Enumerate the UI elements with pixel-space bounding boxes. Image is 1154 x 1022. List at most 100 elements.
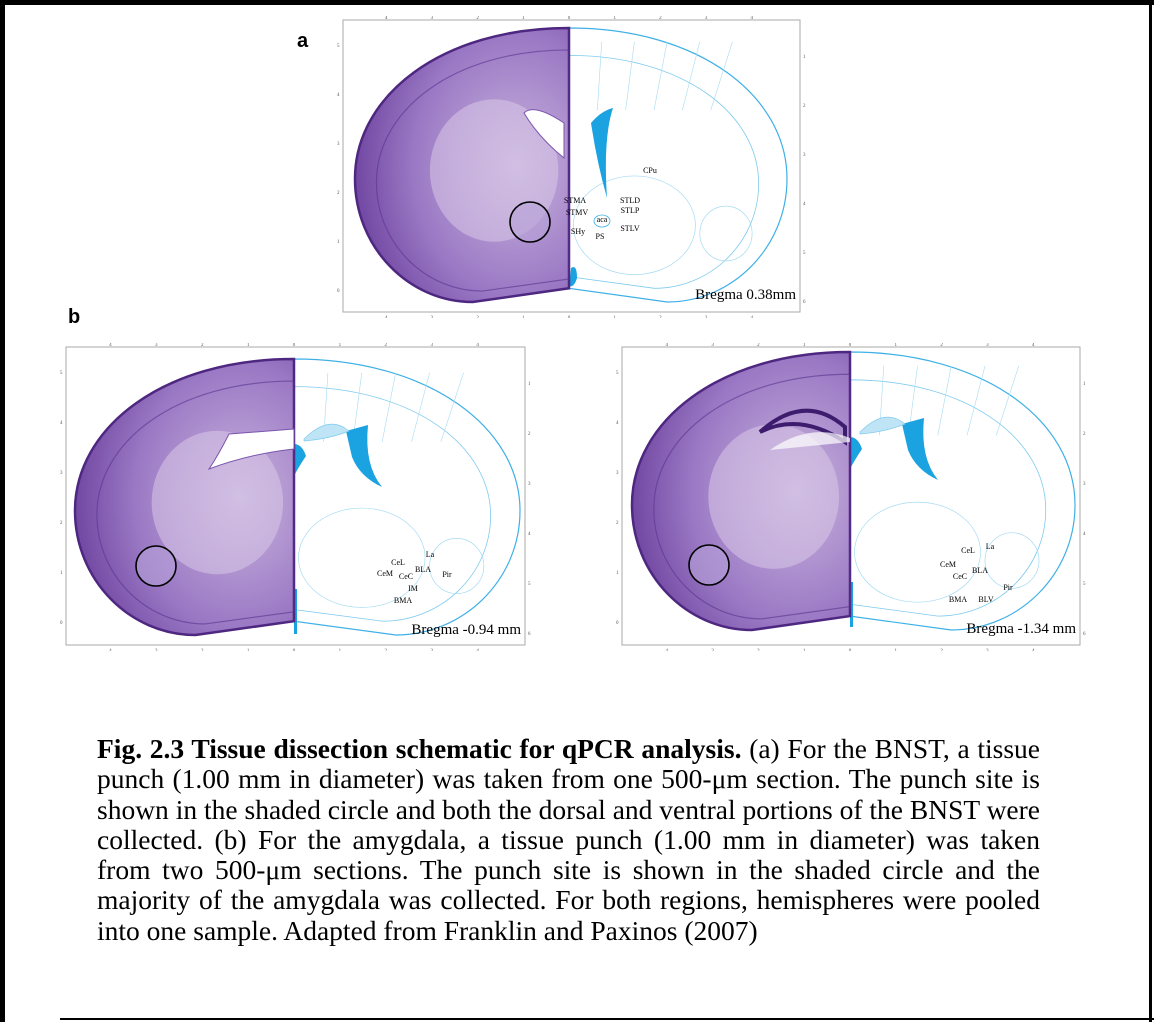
bregma-label: Bregma -1.34 mm <box>966 621 1076 637</box>
tick-label: 2 <box>528 432 531 437</box>
tick-label: 5 <box>528 582 531 587</box>
region-label: CeC <box>399 572 413 581</box>
tick-label: 4 <box>109 649 112 651</box>
ventricle <box>850 582 853 627</box>
atlas-line <box>440 372 464 442</box>
tick-label: 3 <box>431 16 434 21</box>
atlas-line <box>653 41 668 111</box>
tick-label: 0 <box>616 621 619 626</box>
tissue-layer <box>375 49 570 292</box>
tick-label: 4 <box>751 16 754 21</box>
section-border <box>621 346 1081 646</box>
atlas-outline <box>568 27 788 303</box>
region-label: STMA <box>564 196 586 205</box>
tick-label: 1 <box>895 649 898 651</box>
tick-label: 2 <box>385 649 388 651</box>
ventricle-gap <box>770 432 850 450</box>
tick-label: 4 <box>666 343 669 348</box>
tick-label: 1 <box>803 343 806 348</box>
tick-label: 0 <box>568 16 571 21</box>
region-label: CeL <box>961 546 975 555</box>
atlas-line <box>381 372 396 442</box>
region-label: La <box>426 550 435 559</box>
tick-label: 4 <box>666 649 669 651</box>
tick-label: 1 <box>803 55 806 60</box>
tick-label: 3 <box>711 343 714 348</box>
hippocampus <box>859 416 906 435</box>
tick-label: 0 <box>293 649 296 651</box>
atlas-outline <box>849 351 1076 631</box>
tick-label: 1 <box>528 382 531 387</box>
tick-label: 3 <box>155 649 158 651</box>
region-label: IM <box>408 584 418 593</box>
tick-label: 6 <box>528 632 531 637</box>
tick-label: 2 <box>201 343 204 348</box>
atlas-line <box>699 205 753 262</box>
frame <box>0 0 5 1022</box>
tick-label: 3 <box>430 343 433 348</box>
caption: Fig. 2.3 Tissue dissection schematic for… <box>97 734 1040 1018</box>
tick-label: 2 <box>757 649 760 651</box>
ventricle-gap <box>207 428 295 471</box>
tick-label: 4 <box>476 343 479 348</box>
caption-text: (a) For the BNST, a tissue punch (1.00 m… <box>97 734 1040 946</box>
hippocampus <box>758 408 847 446</box>
brain-section: 4 4 3 3 2 2 1 1 0 0 1 1 2 2 3 3 4 4 5 4 3 2 1 0 1 2 3 4 5 6 CeL La CeM BL… <box>616 343 1086 651</box>
tick-label: 3 <box>60 471 63 476</box>
tick-label: 3 <box>803 153 806 158</box>
section-group: 4 4 3 3 2 2 1 1 0 0 1 1 2 2 3 3 4 4 5 4 3 2 1 0 1 2 3 4 5 6 CPu STMA STL… <box>337 16 806 318</box>
tick-label: 0 <box>60 621 63 626</box>
tick-label: 1 <box>522 316 525 318</box>
atlas-line <box>298 507 426 608</box>
brain-section: 4 4 3 3 2 2 1 1 0 0 1 1 2 2 3 3 4 4 5 4 3 2 1 0 1 2 3 4 5 6 CeL La CeM BL… <box>60 343 531 651</box>
tick-label: 1 <box>613 16 616 21</box>
tick-label: 2 <box>201 649 204 651</box>
tick-label: 4 <box>1083 532 1086 537</box>
tick-label: 2 <box>659 316 662 318</box>
tick-label: 6 <box>803 300 806 305</box>
ventricle <box>902 418 938 480</box>
atlas-line <box>625 41 635 111</box>
tick-label: 2 <box>940 343 943 348</box>
tick-label: 4 <box>337 93 340 98</box>
atlas-line <box>854 501 981 603</box>
tick-label: 1 <box>1083 382 1086 387</box>
panel-label: b <box>68 306 81 328</box>
tick-label: 3 <box>711 649 714 651</box>
brain-section: 4 4 3 3 2 2 1 1 0 0 1 1 2 2 3 3 4 4 5 4 3 2 1 0 1 2 3 4 5 6 CPu STMA STL… <box>337 16 806 318</box>
tick-label: 1 <box>613 316 616 318</box>
tick-label: 3 <box>986 343 989 348</box>
atlas-line <box>429 538 485 594</box>
region-label: CeM <box>940 560 956 569</box>
tick-label: 2 <box>476 16 479 21</box>
ventricle <box>850 437 862 469</box>
tick-label: 5 <box>616 371 619 376</box>
hippocampus <box>303 423 350 442</box>
tick-label: 2 <box>337 191 340 196</box>
section-group: 4 4 3 3 2 2 1 1 0 0 1 1 2 2 3 3 4 4 5 4 3 2 1 0 1 2 3 4 5 6 CeL La CeM BL… <box>60 343 531 651</box>
tissue-layer <box>96 380 295 625</box>
tick-label: 4 <box>751 316 754 318</box>
caption-title: Fig. 2.3 Tissue dissection schematic for… <box>97 734 742 764</box>
tick-label: 2 <box>60 521 63 526</box>
tick-label: 3 <box>155 343 158 348</box>
region-label: STLD <box>620 196 640 205</box>
section-border <box>65 346 526 646</box>
bregma-label: Bregma 0.38mm <box>695 287 796 303</box>
striatum <box>151 430 284 575</box>
tick-label: 1 <box>522 16 525 21</box>
tick-label: 0 <box>849 343 852 348</box>
region-label: CeL <box>391 558 405 567</box>
ventricle <box>294 444 306 476</box>
tick-label: 4 <box>616 421 619 426</box>
region-label: La <box>986 542 995 551</box>
tick-label: 4 <box>109 343 112 348</box>
region-label: Pir <box>1003 583 1013 592</box>
atlas-line <box>293 386 492 622</box>
tick-label: 4 <box>1032 343 1035 348</box>
atlas-line <box>682 41 701 111</box>
tick-label: 5 <box>803 251 806 256</box>
tick-label: 0 <box>337 289 340 294</box>
region-label: BLA <box>415 565 431 574</box>
